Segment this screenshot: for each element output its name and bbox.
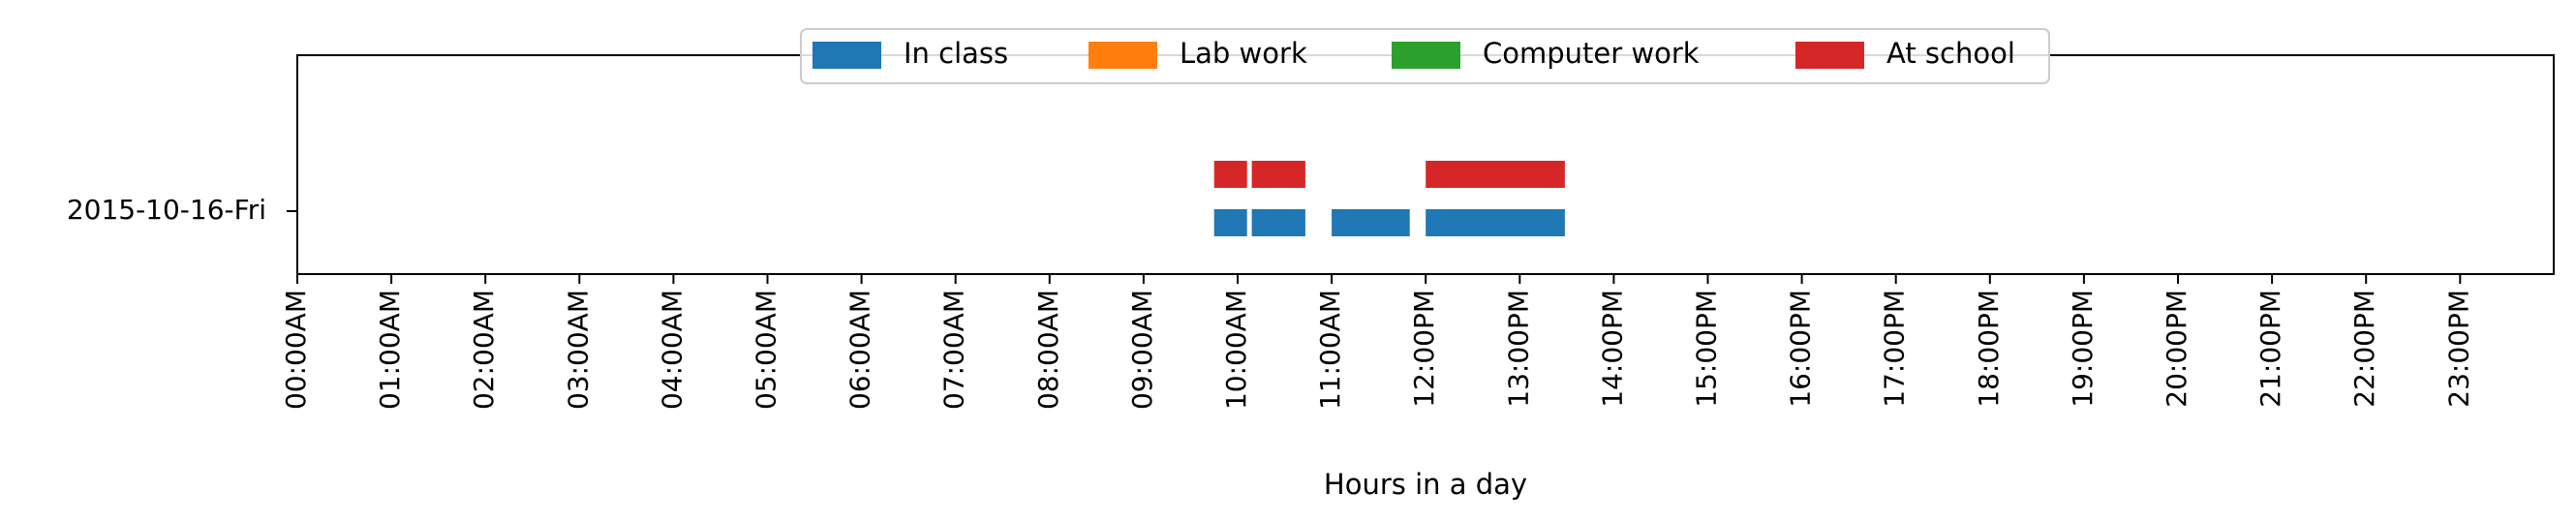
x-tick-label: 10:00AM <box>1220 290 1252 410</box>
legend-label: Lab work <box>1180 37 1307 70</box>
bar-in-class <box>1426 209 1565 236</box>
x-tick-label: 13:00PM <box>1502 290 1534 408</box>
x-tick-label: 02:00AM <box>468 290 500 410</box>
x-tick-label: 22:00PM <box>2348 290 2380 408</box>
plot-frame <box>296 54 2555 275</box>
legend-label: At school <box>1886 37 2015 70</box>
bars-layer <box>1213 161 1565 236</box>
y-axis: 2015-10-16-Fri <box>67 194 297 226</box>
legend-swatch-lab-work <box>1089 42 1157 69</box>
legend-swatch-computer-work <box>1392 42 1460 69</box>
x-tick-label: 19:00PM <box>2067 290 2099 408</box>
legend-label: In class <box>904 37 1008 70</box>
x-tick-label: 00:00AM <box>280 290 312 410</box>
x-tick-label: 06:00AM <box>844 290 876 410</box>
legend-swatch-in-class <box>813 42 881 69</box>
x-tick-label: 04:00AM <box>656 290 688 410</box>
legend-label: Computer work <box>1483 37 1700 70</box>
x-tick-label: 14:00PM <box>1596 290 1628 408</box>
x-tick-label: 18:00PM <box>1973 290 2005 408</box>
x-tick-label: 15:00PM <box>1691 290 1723 408</box>
x-tick-label: 11:00AM <box>1314 290 1346 410</box>
x-tick-label: 17:00PM <box>1879 290 1911 408</box>
x-tick-label: 16:00PM <box>1785 290 1817 408</box>
x-tick-label: 03:00AM <box>562 290 594 410</box>
x-tick-label: 21:00PM <box>2254 290 2286 408</box>
x-tick-label: 09:00AM <box>1126 290 1158 410</box>
x-tick-label: 20:00PM <box>2161 290 2193 408</box>
legend: In class Lab work Computer work At school <box>800 28 2050 84</box>
x-tick-label: 05:00AM <box>751 290 782 410</box>
x-tick-label: 07:00AM <box>938 290 970 410</box>
bar-in-class <box>1332 209 1410 236</box>
bar-in-class <box>1213 209 1247 236</box>
x-axis: 00:00AM 01:00AM 02:00AM 03:00AM 04:00AM 05:00… <box>280 274 2474 410</box>
bar-in-class <box>1251 209 1305 236</box>
bar-at-school <box>1213 161 1247 188</box>
x-tick-label: 01:00AM <box>374 290 406 410</box>
legend-items: In class Lab work Computer work At school <box>813 37 2015 70</box>
bar-at-school <box>1426 161 1565 188</box>
x-tick-label: 12:00PM <box>1408 290 1440 408</box>
y-tick-label: 2015-10-16-Fri <box>67 194 266 226</box>
x-tick-label: 23:00PM <box>2442 290 2474 408</box>
legend-swatch-at-school <box>1795 42 1864 69</box>
x-tick-label: 08:00AM <box>1032 290 1064 410</box>
x-axis-title: Hours in a day <box>1324 468 1527 501</box>
bar-at-school <box>1251 161 1305 188</box>
